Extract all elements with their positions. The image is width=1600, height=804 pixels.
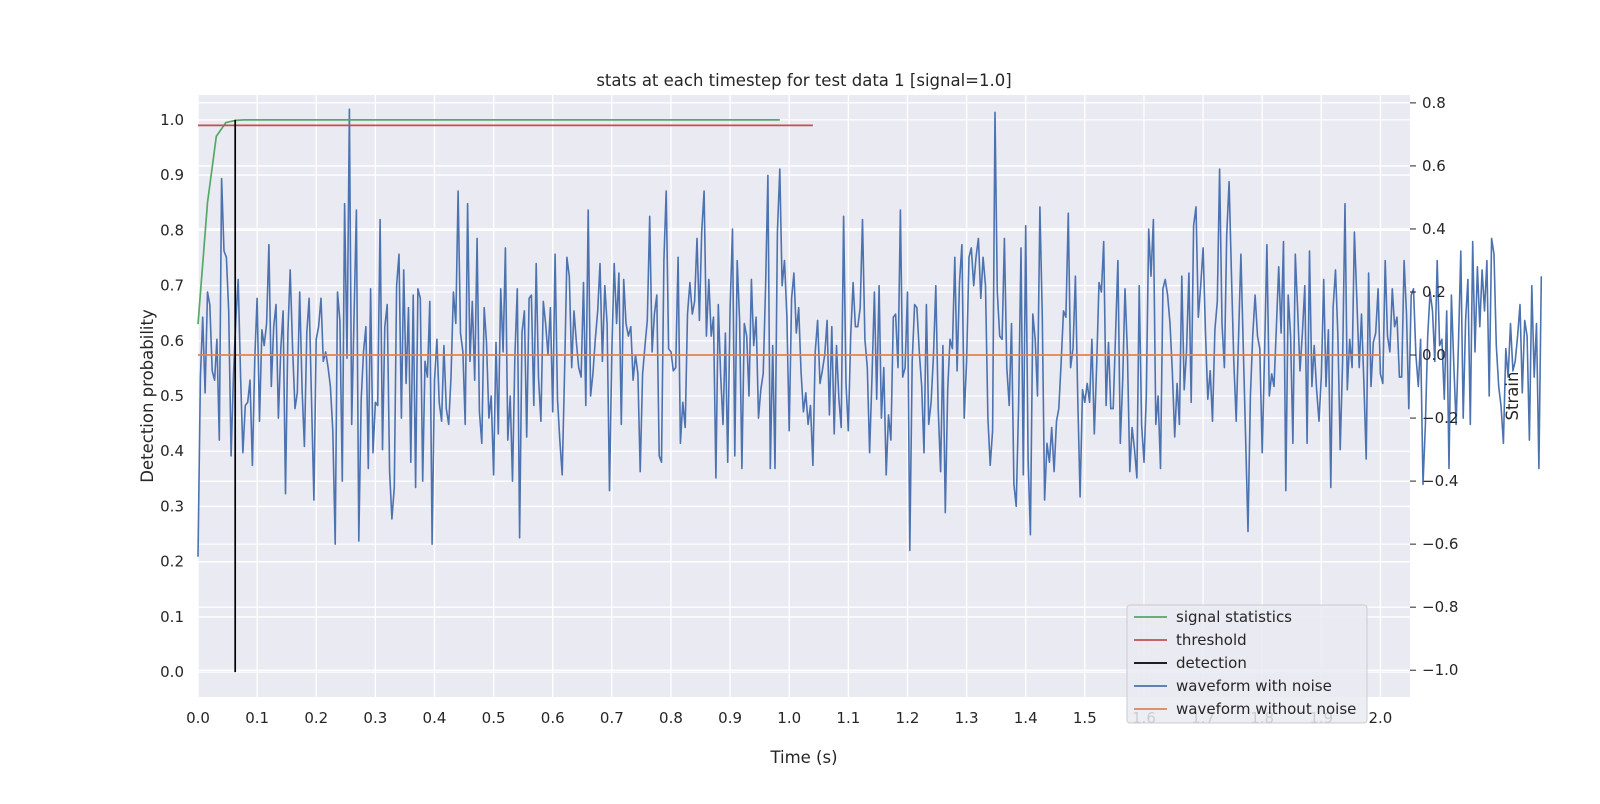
y-axis-ticks: 0.0 0.1 0.2 0.3 0.4 0.5 0.6 0.7 0.8 0.9 1.0	[160, 111, 184, 681]
x-axis-label: Time (s)	[769, 748, 837, 767]
y2-tick-label: 0.0	[1422, 346, 1446, 364]
y-tick-label: 0.3	[160, 497, 184, 515]
y2-tick-label: 0.2	[1422, 283, 1446, 301]
y-tick-label: 0.4	[160, 442, 184, 460]
waveform-with-noise-line	[197, 108, 1543, 557]
chart-title: stats at each timestep for test data 1 […	[596, 71, 1011, 90]
y-tick-label: 0.5	[160, 387, 184, 405]
y2-tick-label: −0.2	[1422, 409, 1458, 427]
grid	[197, 95, 1410, 697]
y-tick-label: 0.2	[160, 553, 184, 571]
series-layer	[197, 108, 1543, 673]
y-tick-label: 0.0	[160, 663, 184, 681]
x-tick-label: 0.0	[186, 709, 210, 727]
x-tick-label: 2.0	[1369, 709, 1393, 727]
y-tick-label: 0.1	[160, 608, 184, 626]
y-tick-label: 0.8	[160, 221, 184, 239]
legend-label: waveform without noise	[1176, 700, 1356, 718]
legend-label: signal statistics	[1176, 608, 1292, 626]
signal-statistics-line	[197, 119, 780, 325]
x-tick-label: 0.4	[423, 709, 447, 727]
x-tick-label: 0.8	[659, 709, 683, 727]
x-tick-label: 1.3	[955, 709, 979, 727]
y-axis-label: Detection probability	[138, 309, 157, 483]
y-tick-label: 0.6	[160, 332, 184, 350]
y2-axis-ticks: −1.0 −0.8 −0.6 −0.4 −0.2 0.0 0.2 0.4 0.6 0.8	[1410, 94, 1458, 679]
y2-tick-label: 0.8	[1422, 94, 1446, 112]
x-tick-label: 0.9	[718, 709, 742, 727]
x-tick-label: 0.5	[482, 709, 506, 727]
x-tick-label: 0.1	[245, 709, 269, 727]
x-tick-label: 0.7	[600, 709, 624, 727]
x-tick-label: 1.0	[777, 709, 801, 727]
y2-tick-label: −0.6	[1422, 535, 1458, 553]
y-tick-label: 0.7	[160, 277, 184, 295]
x-tick-label: 1.1	[836, 709, 860, 727]
legend: signal statistics threshold detection wavef…	[1126, 604, 1368, 724]
legend-label: detection	[1176, 654, 1247, 672]
legend-box	[1126, 604, 1368, 724]
x-tick-label: 0.6	[541, 709, 565, 727]
legend-label: waveform with noise	[1176, 677, 1332, 695]
x-tick-label: 1.4	[1014, 709, 1038, 727]
y-tick-label: 1.0	[160, 111, 184, 129]
legend-label: threshold	[1176, 631, 1247, 649]
x-tick-label: 0.2	[304, 709, 328, 727]
y2-tick-label: 0.4	[1422, 220, 1446, 238]
y2-tick-label: 0.6	[1422, 157, 1446, 175]
x-tick-label: 0.3	[363, 709, 387, 727]
y2-axis-label: Strain	[1503, 372, 1522, 421]
y-tick-label: 0.9	[160, 166, 184, 184]
y2-tick-label: −0.4	[1422, 472, 1458, 490]
x-tick-label: 1.2	[896, 709, 920, 727]
y2-tick-label: −1.0	[1422, 661, 1458, 679]
x-tick-label: 1.5	[1073, 709, 1097, 727]
y2-tick-label: −0.8	[1422, 598, 1458, 616]
